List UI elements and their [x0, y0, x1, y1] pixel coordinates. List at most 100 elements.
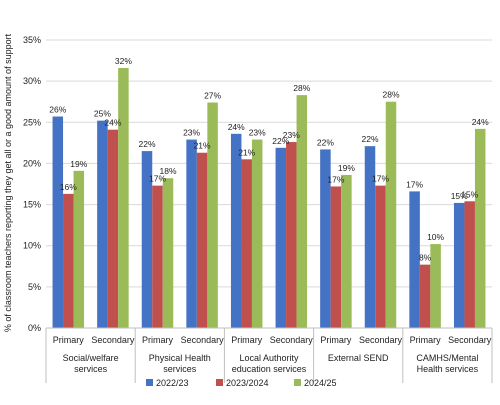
bar	[118, 67, 129, 328]
bar	[385, 101, 397, 328]
data-label: 23%	[249, 128, 266, 138]
data-label: 22%	[361, 134, 378, 144]
x-subcategory-label: Secondary	[359, 335, 403, 345]
x-group-label: Physical Health	[149, 353, 211, 363]
data-label: 18%	[159, 166, 176, 176]
bar	[296, 95, 308, 328]
bar	[230, 133, 242, 328]
data-label: 19%	[70, 159, 87, 169]
y-tick-label: 20%	[23, 158, 41, 168]
x-group-label: Local Authority	[239, 353, 299, 363]
bar	[464, 201, 475, 328]
data-label: 24%	[104, 118, 121, 128]
bar	[97, 120, 108, 328]
y-axis-ticks: 0% 5% 10% 15% 20% 25% 30% 35%	[23, 35, 41, 333]
y-tick-label: 30%	[23, 76, 41, 86]
data-label: 17%	[327, 174, 344, 184]
bar	[251, 139, 263, 328]
data-label: 15%	[461, 189, 478, 199]
x-subcategory-label: Primary	[320, 335, 351, 345]
data-label: 21%	[238, 147, 255, 157]
bar	[241, 159, 252, 328]
data-label: 24%	[228, 122, 245, 132]
y-tick-label: 10%	[23, 241, 41, 251]
bar	[286, 142, 297, 328]
y-tick-label: 15%	[23, 200, 41, 210]
y-tick-label: 25%	[23, 117, 41, 127]
data-label: 19%	[338, 163, 355, 173]
x-subcategory-label: Secondary	[448, 335, 492, 345]
data-label: 25%	[94, 109, 111, 119]
bar	[52, 116, 64, 328]
y-tick-label: 0%	[28, 323, 41, 333]
bar	[320, 149, 331, 328]
x-subcategory-label: Secondary	[270, 335, 314, 345]
legend: 2022/23 2023/2024 2024/25	[146, 378, 337, 388]
bars	[52, 67, 486, 328]
legend-label: 2022/23	[156, 378, 189, 388]
x-subcategory-label: Primary	[410, 335, 441, 345]
data-labels: 26%16%19%25%24%32%22%17%18%23%21%27%24%2…	[49, 56, 489, 263]
x-group-label: services	[163, 364, 197, 374]
data-label: 23%	[283, 130, 300, 140]
bar	[186, 139, 197, 328]
x-axis: Primary SecondarySocial/welfareservicesPr…	[45, 327, 493, 383]
bar	[375, 185, 386, 328]
y-tick-label: 35%	[23, 35, 41, 45]
bar	[453, 202, 465, 328]
data-label: 21%	[194, 141, 211, 151]
bar	[73, 170, 85, 328]
bar	[207, 102, 218, 328]
x-subcategory-label: Primary	[142, 335, 173, 345]
x-group-label: services	[74, 364, 108, 374]
data-label: 32%	[115, 56, 132, 66]
data-label: 17%	[372, 174, 389, 184]
bar	[474, 128, 486, 328]
y-tick-label: 5%	[28, 282, 41, 292]
data-label: 16%	[60, 182, 77, 192]
bar	[107, 129, 119, 328]
x-subcategory-label: Secondary	[91, 335, 135, 345]
data-label: 22%	[317, 137, 334, 147]
bar	[63, 193, 74, 328]
legend-swatch	[294, 379, 301, 386]
data-label: 10%	[427, 232, 444, 242]
bar	[341, 174, 352, 328]
data-label: 17%	[149, 174, 166, 184]
x-group-label: Social/welfare	[63, 353, 119, 363]
legend-label: 2023/2024	[226, 378, 269, 388]
data-label: 8%	[419, 253, 432, 263]
bar	[141, 151, 153, 328]
x-group-label: education services	[232, 364, 307, 374]
data-label: 28%	[293, 83, 310, 93]
x-subcategory-label: Primary	[53, 335, 84, 345]
bar	[409, 191, 420, 328]
bar	[275, 147, 287, 328]
data-label: 24%	[472, 117, 489, 127]
bar	[430, 244, 441, 328]
data-label: 27%	[204, 91, 221, 101]
bar	[419, 264, 431, 328]
data-label: 22%	[272, 136, 289, 146]
data-label: 23%	[183, 128, 200, 138]
bar	[152, 185, 163, 328]
bar	[196, 152, 208, 328]
data-label: 28%	[382, 90, 399, 100]
data-label: 15%	[451, 191, 468, 201]
data-label: 26%	[49, 105, 66, 115]
legend-swatch	[216, 379, 223, 386]
x-group-label: External SEND	[328, 353, 389, 363]
x-subcategory-label: Secondary	[181, 335, 225, 345]
data-label: 17%	[406, 179, 423, 189]
x-group-label: CAMHS/Mental	[416, 353, 478, 363]
x-group-label: Health services	[417, 364, 479, 374]
legend-swatch	[146, 379, 153, 386]
bar	[330, 186, 342, 328]
bar	[162, 178, 174, 328]
data-label: 22%	[138, 139, 155, 149]
y-axis-title: % of classroom teachers reporting they g…	[3, 33, 13, 332]
bar	[364, 146, 376, 328]
legend-label: 2024/25	[304, 378, 337, 388]
